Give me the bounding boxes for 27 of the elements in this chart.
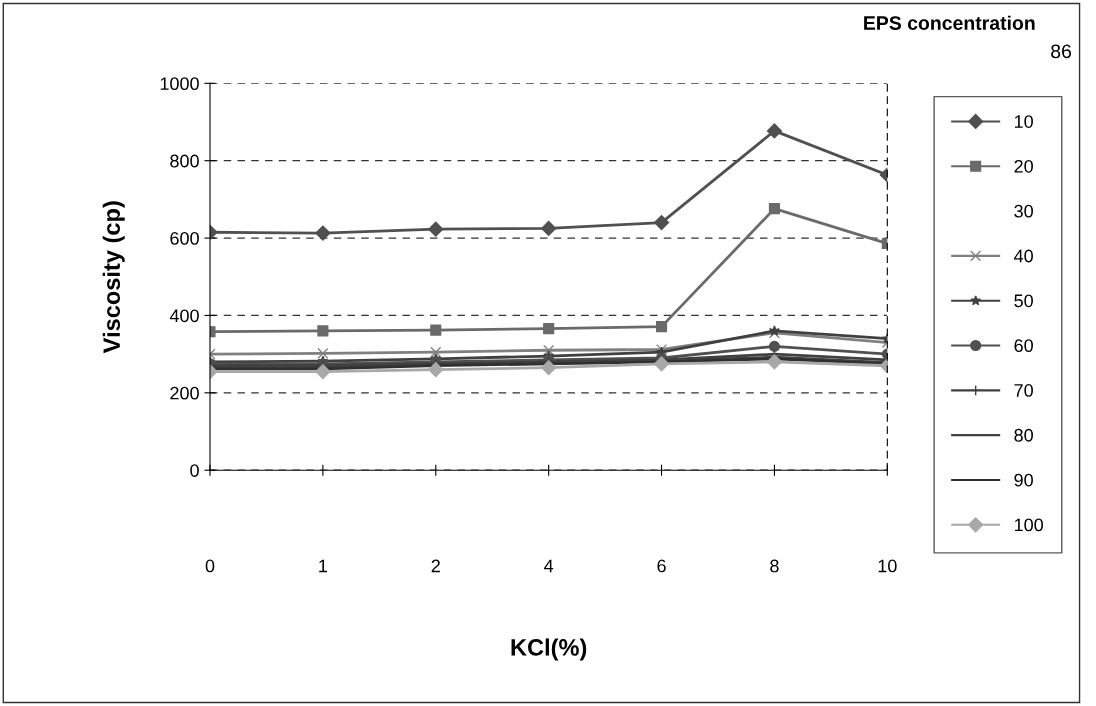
legend-label: 70	[1014, 384, 1033, 397]
text: 30	[1014, 204, 1033, 218]
y-tick-label: 200	[170, 386, 199, 400]
x-axis-title: KCl(%)	[511, 638, 587, 661]
x-tick-label: 6	[657, 559, 666, 573]
x-tick-label: 1	[319, 559, 328, 573]
legend-label: 10	[1014, 115, 1033, 128]
x-tick-label: 2	[431, 559, 440, 573]
legend-label: 60	[1014, 339, 1033, 353]
y-tick-label: 1000	[160, 77, 199, 91]
y-axis-title: Viscosity (cp)	[102, 201, 125, 354]
legend-label: 50	[1014, 294, 1033, 308]
x-tick-label: 8	[770, 559, 779, 573]
legend-label: 90	[1014, 473, 1033, 487]
y-tick-label: 400	[169, 309, 199, 323]
y-tick-label: 0	[190, 464, 199, 477]
legend-label: 20	[1014, 159, 1033, 173]
text: 86	[1051, 44, 1072, 59]
legend-title: EPS concentration	[864, 15, 1035, 30]
y-tick-label: 800	[170, 154, 199, 168]
x-tick-label: 10	[878, 559, 897, 573]
x-tick-label: 0	[205, 559, 215, 573]
x-tick-label: 4	[544, 559, 554, 573]
legend-label: 80	[1014, 428, 1033, 442]
legend-label: 40	[1014, 249, 1033, 263]
y-tick-label: 600	[170, 232, 199, 245]
legend-label: 100	[1014, 518, 1044, 532]
